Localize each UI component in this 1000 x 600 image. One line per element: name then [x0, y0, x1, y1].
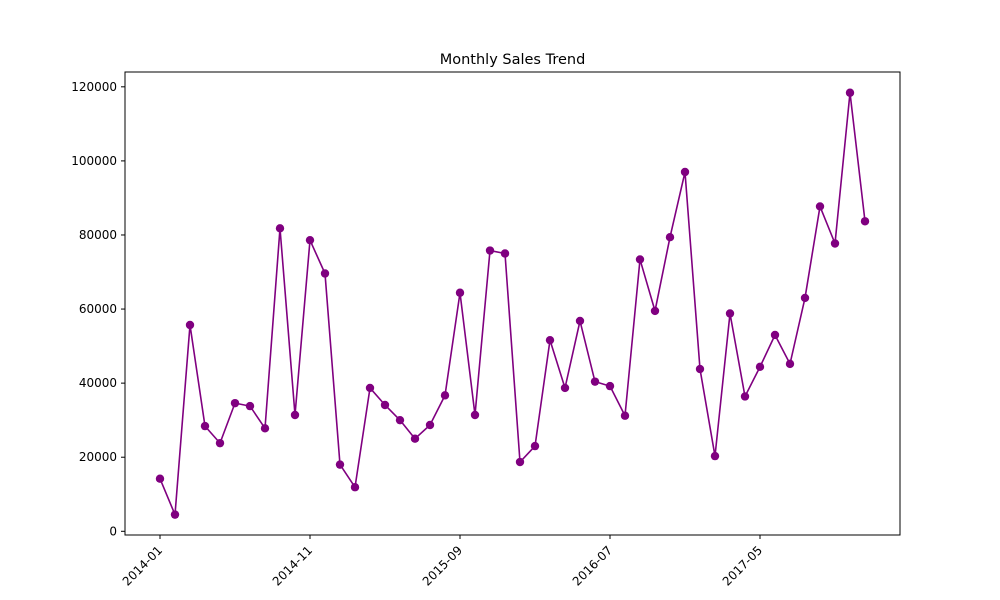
data-point [290, 410, 300, 420]
data-point [860, 217, 870, 226]
data-point [365, 383, 375, 393]
data-point [590, 377, 600, 386]
data-point [155, 474, 165, 483]
data-point [335, 460, 345, 469]
data-point [845, 88, 855, 97]
data-point [500, 249, 510, 258]
data-point [800, 293, 810, 303]
data-point [605, 381, 615, 391]
y-tick-label: 80000 [79, 228, 117, 242]
data-point [260, 424, 270, 433]
data-point [380, 400, 390, 410]
data-point [470, 410, 480, 420]
data-point [695, 364, 705, 374]
data-point [485, 246, 495, 255]
data-point [425, 420, 435, 430]
data-point [545, 335, 555, 345]
axes-frame [124, 71, 901, 536]
plot-area [125, 72, 900, 535]
data-point [785, 359, 795, 369]
data-point [245, 401, 255, 411]
data-point [725, 309, 735, 318]
data-point [740, 392, 750, 401]
data-point [215, 438, 225, 448]
data-point [620, 411, 630, 420]
data-point [815, 202, 825, 211]
data-point [395, 415, 405, 425]
data-point [275, 224, 285, 233]
data-point [455, 288, 465, 297]
data-point [530, 441, 540, 451]
data-point [185, 320, 195, 330]
data-point [650, 306, 660, 316]
data-point [230, 398, 240, 408]
y-tick-label: 40000 [79, 376, 117, 390]
data-point [320, 269, 330, 278]
y-tick-label: 100000 [71, 154, 117, 168]
y-tick-label: 0 [109, 524, 117, 538]
data-point [560, 383, 570, 393]
data-point [830, 239, 840, 248]
data-point [410, 434, 420, 443]
series-layer [155, 88, 870, 519]
data-point [515, 457, 525, 467]
data-point [440, 391, 450, 400]
data-point [170, 510, 180, 519]
chart-title: Monthly Sales Trend [440, 52, 586, 68]
data-point [350, 483, 360, 492]
y-tick-label: 60000 [79, 302, 117, 316]
data-point [770, 330, 780, 340]
data-point [575, 316, 585, 326]
data-point [755, 362, 765, 372]
data-point [305, 235, 315, 245]
y-axis: 0 20000 40000 60000 80000 100000 120000 [71, 80, 125, 538]
series-line [159, 91, 866, 516]
data-point [710, 451, 720, 461]
y-tick-label: 20000 [79, 450, 117, 464]
data-point [680, 167, 690, 177]
data-point [200, 421, 210, 431]
data-point [665, 233, 675, 242]
y-tick-label: 120000 [71, 80, 117, 94]
data-point [635, 255, 645, 264]
